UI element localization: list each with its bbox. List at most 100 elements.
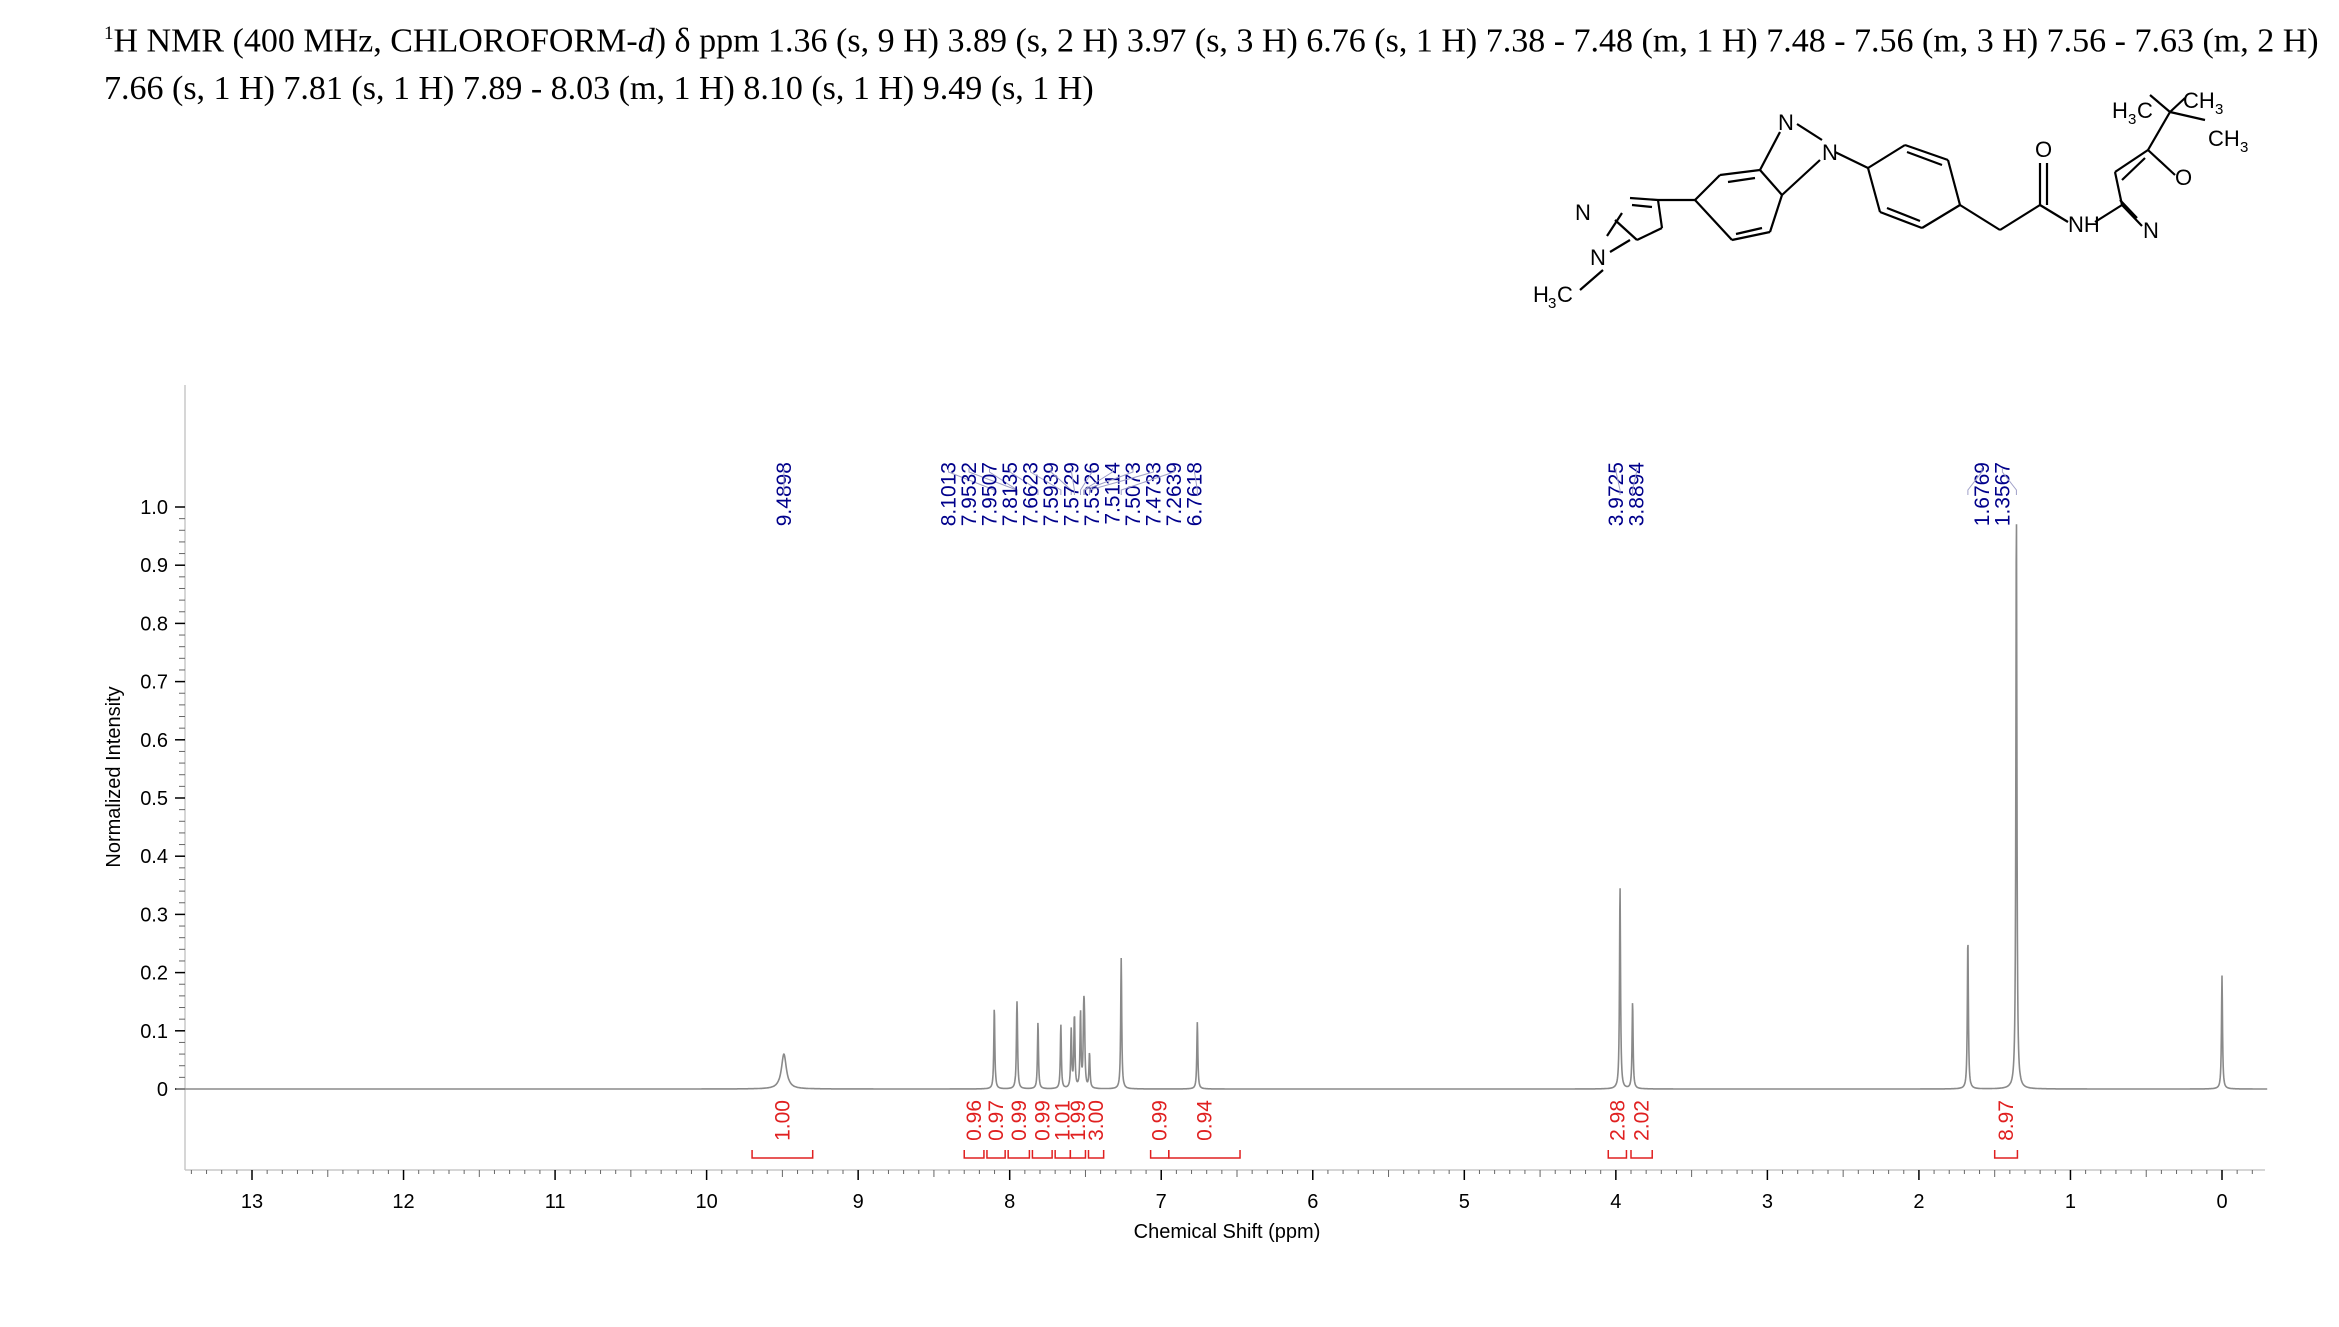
tbu-top-sub: 3 — [2215, 101, 2223, 118]
integral-bracket — [1607, 1150, 1628, 1159]
spectrum-description: 1H NMR (400 MHz, CHLOROFORM-d) δ ppm 1.3… — [104, 10, 2324, 113]
integral-bracket — [1054, 1150, 1072, 1159]
x-tick-label: 7 — [1156, 1191, 1167, 1213]
x-tick-label: 6 — [1307, 1191, 1318, 1213]
y-tick-label: 0.5 — [140, 788, 168, 810]
peak-leader-line — [1194, 468, 1198, 495]
peak-leader-line — [1967, 468, 1983, 495]
header-close-paren: ) — [654, 22, 667, 60]
pyrazole-n-label: N — [1575, 200, 1591, 225]
x-tick-label: 0 — [2216, 1191, 2227, 1213]
integral-value: 0.96 — [963, 1100, 986, 1141]
peak-shift-label: 8.1013 — [937, 462, 960, 526]
solvent-deuterium-label: d — [637, 22, 655, 60]
peak-leader-line — [1071, 468, 1075, 495]
y-axis-title: Normalized Intensity — [103, 686, 125, 867]
plot-area: 1.00.90.80.70.60.50.40.30.20.10 13 12 11 10… — [103, 385, 2268, 1243]
peak-leader-line — [1083, 468, 1113, 495]
methyl-subscript: 3 — [1548, 295, 1556, 312]
integral-value: 3.00 — [1085, 1100, 1108, 1141]
integral-bracket — [963, 1150, 985, 1159]
y-tick-label: 0.4 — [140, 846, 168, 868]
peak-shift-label: 7.4733 — [1142, 462, 1165, 526]
integral-bracket — [1069, 1150, 1087, 1159]
y-tick-label: 0.7 — [140, 672, 168, 694]
y-axis-ticks: 1.0 0.9 0.8 0.7 0.6 0.5 0.4 0.3 0.2 0.1 0 — [140, 497, 185, 1101]
header-prefix: H NMR (400 MHz, CHLOROFORM- — [113, 22, 638, 60]
y-tick-label: 0.3 — [140, 904, 168, 926]
chemical-structure: N N H 3 C N N O NH N O H 3 C CH 3 CH 3 — [1533, 88, 2248, 312]
isoxazole-ring — [2113, 149, 2176, 227]
integral-value: 0.99 — [1031, 1100, 1054, 1141]
pyrazole-nmethyl-label: N — [1590, 245, 1606, 270]
peak-leader-line — [1632, 468, 1638, 495]
x-tick-label: 10 — [695, 1191, 717, 1213]
peak-shift-label: 3.9725 — [1605, 462, 1628, 526]
x-tick-label: 13 — [241, 1191, 263, 1213]
x-tick-label: 9 — [853, 1191, 864, 1213]
imidazole-n-aryl-label: N — [1822, 140, 1838, 165]
integral-bracket — [1149, 1150, 1170, 1159]
pyrazole-ring — [1579, 196, 1664, 291]
integral-value: 8.97 — [1995, 1100, 2018, 1141]
y-tick-label: 0.2 — [140, 963, 168, 985]
peak-labels: 9.4898 8.10137.95327.95077.81357.66237.59… — [773, 462, 2017, 527]
y-tick-label: 0.9 — [140, 555, 168, 577]
peak-shift-label: 3.8894 — [1626, 462, 1649, 527]
integral-bracket — [1168, 1150, 1241, 1159]
x-tick-label: 4 — [1610, 1191, 1621, 1213]
phenyl-ring — [1866, 143, 1962, 230]
integral-bracket — [751, 1150, 814, 1159]
peak-shift-label: 7.5326 — [1081, 462, 1104, 526]
x-tick-label: 12 — [392, 1191, 414, 1213]
tbu-left-c: C — [2137, 98, 2153, 123]
tbu-left-h: H — [2112, 98, 2128, 123]
x-tick-label: 3 — [1762, 1191, 1773, 1213]
y-tick-label: 0.8 — [140, 613, 168, 635]
peak-leader-line — [1615, 468, 1621, 495]
tbu-right-ch: CH — [2208, 126, 2240, 151]
tbu-right-sub: 3 — [2240, 139, 2248, 156]
methyl-h-label: H — [1533, 282, 1549, 307]
isoxazole-n-label: N — [2143, 218, 2159, 243]
integral-value: 0.97 — [985, 1100, 1008, 1141]
integral-regions: 1.00 0.960.97 0.99 0.991.011.993.00 0.99 0.94… — [751, 1100, 2019, 1159]
carbonyl-o-label: O — [2035, 137, 2052, 162]
peak-shift-label: 7.9507 — [978, 462, 1001, 526]
imidazole-n-label: N — [1778, 110, 1794, 135]
peak-leader-line — [1083, 468, 1134, 495]
peak-leader-line — [1009, 468, 1039, 495]
y-tick-label: 1.0 — [140, 497, 168, 519]
isoxazole-o-label: O — [2175, 165, 2192, 190]
integral-value: 0.99 — [1149, 1100, 1172, 1141]
integral-value: 2.98 — [1606, 1100, 1629, 1141]
isotope-superscript: 1 — [104, 23, 114, 44]
x-tick-label: 8 — [1004, 1191, 1015, 1213]
integral-bracket — [1007, 1150, 1031, 1159]
x-axis-title: Chemical Shift (ppm) — [1134, 1221, 1321, 1243]
amide-nh-label: NH — [2068, 212, 2100, 237]
integral-bracket — [1031, 1150, 1053, 1159]
tbu-top-ch: CH — [2183, 88, 2215, 113]
peak-shift-label: 7.2639 — [1163, 462, 1186, 526]
spectrum-trace — [176, 524, 2268, 1090]
peak-shift-label: 7.9532 — [958, 462, 981, 526]
peak-list-text: ppm 1.36 (s, 9 H) 3.89 (s, 2 H) 3.97 (s,… — [104, 22, 2319, 108]
integral-bracket — [986, 1150, 1006, 1159]
integral-value: 0.94 — [1193, 1100, 1216, 1141]
peak-shift-label: 7.6623 — [1019, 462, 1042, 526]
integral-bracket — [1630, 1150, 1653, 1159]
peak-leader-line — [2001, 468, 2017, 495]
peak-leader-line — [988, 468, 1018, 495]
peak-shift-label: 6.7618 — [1183, 462, 1206, 526]
benzimidazole-ring — [1694, 123, 1823, 242]
peak-leader-line — [1089, 468, 1154, 495]
y-tick-label: 0.1 — [140, 1021, 168, 1043]
integral-value: 1.99 — [1067, 1100, 1090, 1141]
tbu-left-sub: 3 — [2128, 111, 2136, 128]
delta-symbol: δ — [666, 22, 700, 60]
peak-shift-label: 7.5073 — [1122, 462, 1145, 526]
x-tick-label: 1 — [2065, 1191, 2076, 1213]
integral-value: 2.02 — [1631, 1100, 1654, 1141]
